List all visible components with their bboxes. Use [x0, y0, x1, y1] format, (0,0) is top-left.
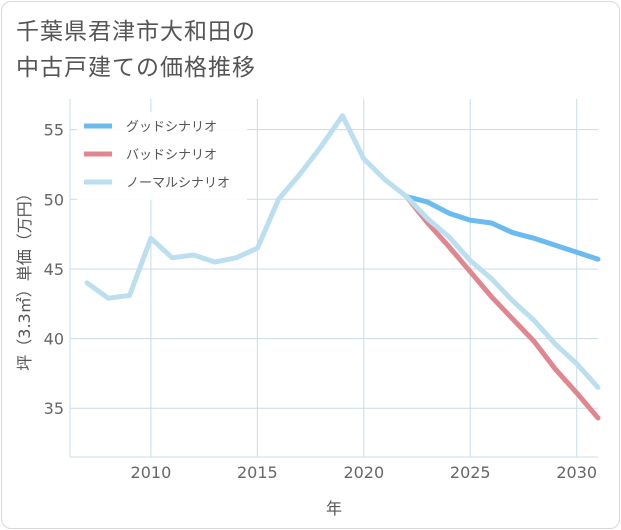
- series-group: [84, 113, 601, 421]
- x-tick-label: 2020: [343, 463, 384, 482]
- y-tick-label: 40: [44, 330, 64, 349]
- plot-area-border: [69, 99, 598, 458]
- y-tick-label: 35: [44, 399, 64, 418]
- legend-label: グッドシナリオ: [126, 120, 217, 135]
- y-tick-label: 50: [44, 190, 64, 209]
- x-tick-label: 2030: [556, 463, 597, 482]
- x-tick-label: 2010: [131, 463, 172, 482]
- series-line-1: [403, 194, 601, 421]
- series-line-2: [84, 113, 601, 390]
- x-tick-labels: 2010 2015 2020 2025 2030: [131, 463, 598, 482]
- x-axis-label: 年: [326, 499, 342, 518]
- title-line-1: 千葉県君津市大和田の: [16, 19, 256, 45]
- y-tick-label: 45: [44, 260, 64, 279]
- y-tick-label: 55: [44, 121, 64, 140]
- y-axis-label: 坪（3.3㎡）単価（万円）: [15, 185, 34, 370]
- legend-label: バッドシナリオ: [126, 148, 217, 163]
- x-tick-label: 2015: [237, 463, 278, 482]
- x-tick-label: 2025: [450, 463, 491, 482]
- y-tick-labels: 35 40 45 50 55: [44, 121, 64, 419]
- legend-label: ノーマルシナリオ: [126, 176, 230, 191]
- chart-title: 千葉県君津市大和田の 中古戸建ての価格推移: [16, 14, 256, 86]
- title-line-2: 中古戸建ての価格推移: [16, 55, 256, 81]
- series-line-0: [403, 194, 601, 262]
